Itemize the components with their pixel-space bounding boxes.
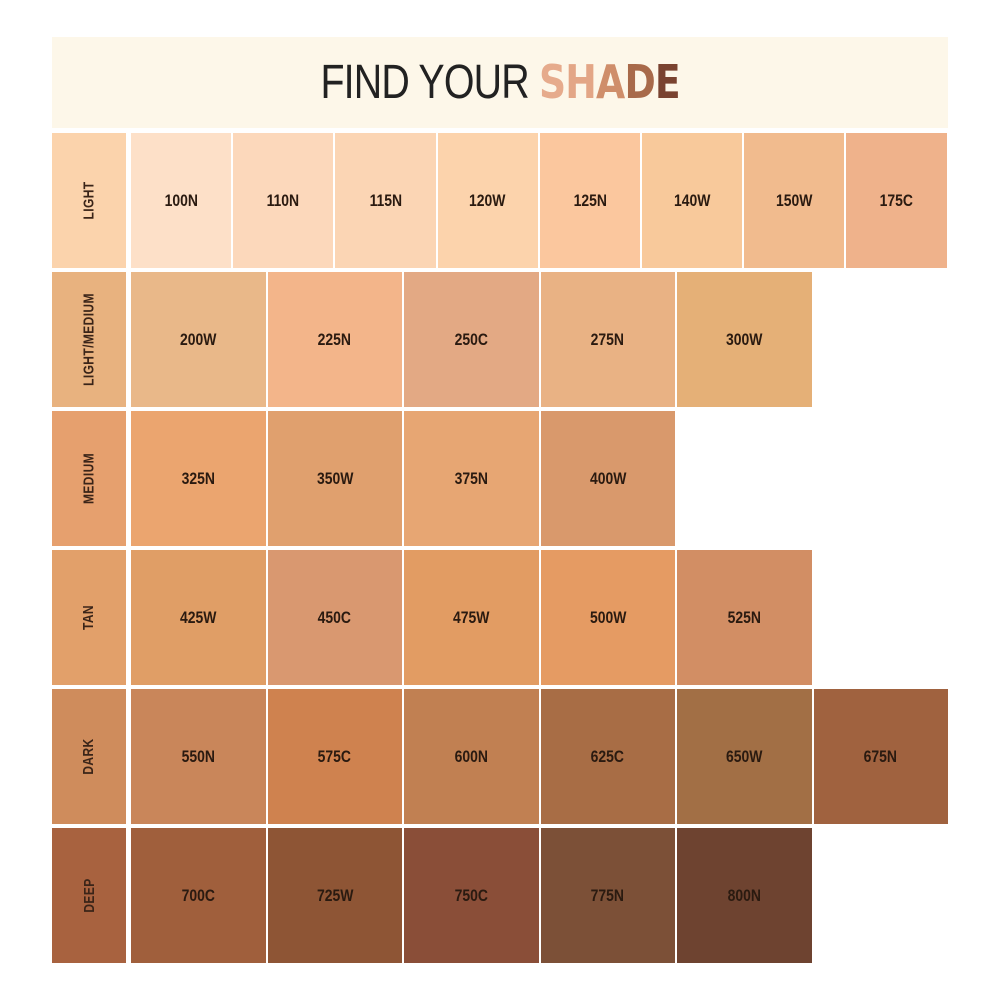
row-label-text: DARK xyxy=(80,738,98,775)
shade-swatch[interactable]: 140W xyxy=(641,133,743,268)
row-label-text: TAN xyxy=(80,605,98,630)
shade-name: 275N xyxy=(591,329,625,349)
title-highlight-letter: E xyxy=(654,55,681,109)
shade-name: 325N xyxy=(181,468,215,488)
shade-name: 120W xyxy=(469,190,506,210)
shade-swatch[interactable]: 110N xyxy=(233,133,334,268)
shade-swatch[interactable]: 350W xyxy=(267,411,402,546)
shade-row-medium: MEDIUM 325N 350W 375N 400W xyxy=(52,411,677,546)
shade-name: 125N xyxy=(573,190,607,210)
shade-swatch[interactable]: 525N xyxy=(677,550,812,685)
shade-swatch[interactable]: 150W xyxy=(744,133,845,268)
shade-name: 350W xyxy=(316,468,353,488)
shade-swatch[interactable]: 250C xyxy=(404,272,539,407)
header: FIND YOUR SHADE xyxy=(52,37,948,128)
page-title: FIND YOUR SHADE xyxy=(320,55,681,110)
row-label: LIGHT/MEDIUM xyxy=(52,272,126,407)
shade-name: 140W xyxy=(673,190,711,210)
shade-swatch[interactable]: 450C xyxy=(267,550,402,685)
shade-name: 200W xyxy=(180,329,217,349)
shade-name: 575C xyxy=(318,746,352,766)
shade-name: 725W xyxy=(316,885,353,905)
shade-row-light-medium: LIGHT/MEDIUM 200W 225N 250C 275N 300W xyxy=(52,272,814,407)
shade-swatch[interactable]: 500W xyxy=(540,550,675,685)
shade-swatch[interactable]: 325N xyxy=(131,411,266,546)
shade-name: 250C xyxy=(454,329,488,349)
shade-name: 600N xyxy=(454,746,488,766)
shade-row-dark: DARK 550N 575C 600N 625C 650W 675N xyxy=(52,689,950,824)
shade-swatch[interactable]: 400W xyxy=(540,411,675,546)
shade-swatch[interactable]: 575C xyxy=(267,689,402,824)
shade-swatch[interactable]: 175C xyxy=(846,133,947,268)
shade-name: 450C xyxy=(318,607,352,627)
shade-swatch[interactable]: 275N xyxy=(540,272,675,407)
shade-swatch[interactable]: 775N xyxy=(540,828,675,963)
shade-swatch[interactable]: 475W xyxy=(404,550,539,685)
shade-name: 110N xyxy=(266,190,300,210)
shade-swatch[interactable]: 625C xyxy=(540,689,675,824)
shade-swatch[interactable]: 300W xyxy=(677,272,812,407)
row-label-text: MEDIUM xyxy=(80,452,98,505)
shade-swatch[interactable]: 600N xyxy=(404,689,539,824)
shade-name: 525N xyxy=(727,607,761,627)
shade-name: 675N xyxy=(864,746,898,766)
shade-name: 800N xyxy=(727,885,761,905)
shade-row-light: LIGHT 100N 110N 115N 120W 125N 140W 150W 175C xyxy=(52,133,949,268)
shade-swatch[interactable]: 725W xyxy=(267,828,402,963)
shade-name: 175C xyxy=(879,190,914,210)
title-highlight-letter: S xyxy=(538,55,566,109)
shade-name: 300W xyxy=(726,329,763,349)
shade-name: 750C xyxy=(454,885,488,905)
shade-swatch[interactable]: 225N xyxy=(267,272,402,407)
shade-name: 425W xyxy=(180,607,217,627)
shade-swatch[interactable]: 200W xyxy=(131,272,266,407)
row-label-text: DEEP xyxy=(80,878,98,913)
shade-swatch[interactable]: 675N xyxy=(813,689,948,824)
shade-name: 500W xyxy=(589,607,626,627)
row-label: MEDIUM xyxy=(52,411,126,546)
shade-swatch[interactable]: 650W xyxy=(677,689,812,824)
row-label-text: LIGHT/MEDIUM xyxy=(80,293,98,386)
shade-name: 375N xyxy=(454,468,488,488)
title-highlight-letter: H xyxy=(565,55,597,109)
row-label: TAN xyxy=(52,550,126,685)
shade-swatch[interactable]: 800N xyxy=(677,828,812,963)
shade-swatch[interactable]: 375N xyxy=(404,411,539,546)
shade-name: 775N xyxy=(591,885,625,905)
shade-name: 400W xyxy=(589,468,626,488)
shade-name: 550N xyxy=(181,746,215,766)
row-label: DEEP xyxy=(52,828,126,963)
title-prefix: FIND YOUR xyxy=(320,56,539,109)
shade-swatch[interactable]: 425W xyxy=(131,550,266,685)
row-label: LIGHT xyxy=(52,133,126,268)
title-highlight-letter: D xyxy=(624,55,655,109)
shade-name: 475W xyxy=(453,607,490,627)
shade-name: 225N xyxy=(318,329,352,349)
shade-name: 150W xyxy=(775,190,813,210)
shade-swatch[interactable]: 115N xyxy=(335,133,436,268)
shade-name: 625C xyxy=(591,746,625,766)
shade-swatch[interactable]: 750C xyxy=(404,828,539,963)
shade-name: 115N xyxy=(369,190,402,210)
shade-row-tan: TAN 425W 450C 475W 500W 525N xyxy=(52,550,814,685)
row-label-text: LIGHT xyxy=(80,181,98,220)
shade-swatch[interactable]: 700C xyxy=(131,828,266,963)
shade-swatch[interactable]: 550N xyxy=(131,689,266,824)
title-highlight: SHADE xyxy=(538,55,681,109)
title-highlight-letter: A xyxy=(595,55,625,109)
shade-row-deep: DEEP 700C 725W 750C 775N 800N xyxy=(52,828,814,963)
shade-swatch[interactable]: 100N xyxy=(131,133,232,268)
row-label: DARK xyxy=(52,689,126,824)
shade-swatch[interactable]: 125N xyxy=(539,133,640,268)
shade-swatch[interactable]: 120W xyxy=(437,133,538,268)
shade-name: 100N xyxy=(164,190,198,210)
shade-name: 700C xyxy=(181,885,215,905)
shade-name: 650W xyxy=(726,746,763,766)
